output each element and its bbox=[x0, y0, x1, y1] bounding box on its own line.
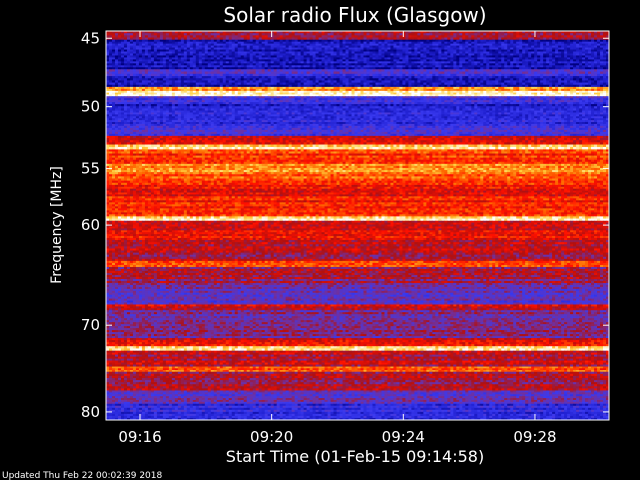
plot-area bbox=[106, 31, 609, 420]
chart-title: Solar radio Flux (Glasgow) bbox=[223, 3, 486, 27]
heatmap-layer bbox=[106, 31, 609, 420]
